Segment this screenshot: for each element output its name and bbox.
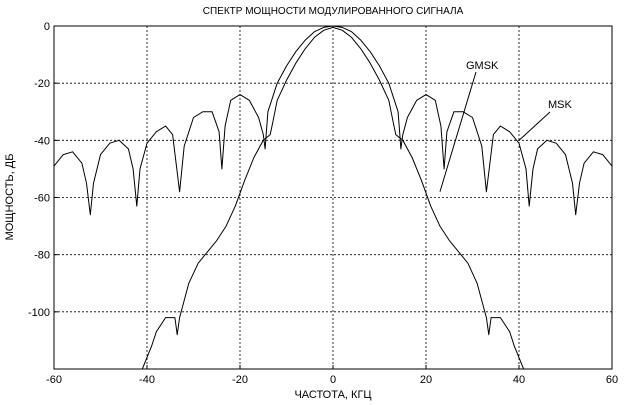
y-tick-label: -100	[28, 307, 50, 319]
y-tick-label: -60	[34, 193, 50, 205]
y-tick-label: -80	[34, 250, 50, 262]
series-line-gmsk	[141, 26, 525, 370]
annotation-leader-gmsk	[439, 71, 477, 192]
annotation-label-gmsk: GMSK	[466, 60, 499, 72]
x-tick-label: 40	[513, 374, 525, 386]
y-tick-label: -20	[34, 78, 50, 90]
y-tick-label: -40	[34, 135, 50, 147]
series-group	[53, 25, 613, 370]
x-tick-label: -60	[46, 374, 62, 386]
y-axis-label: МОЩНОСТЬ, ДБ	[4, 154, 16, 241]
x-tick-label: 60	[606, 374, 618, 386]
x-tick-label: 20	[420, 374, 432, 386]
x-tick-label: 0	[330, 374, 336, 386]
annotations: GMSK MSK	[439, 60, 573, 192]
x-axis-label: ЧАСТОТА, КГЦ	[294, 389, 371, 401]
annotation-leader-msk	[518, 111, 551, 141]
series-line-msk	[53, 25, 613, 216]
annotation-label-msk: MSK	[548, 99, 573, 111]
chart-title: СПЕКТР МОЩНОСТИ МОДУЛИРОВАННОГО СИГНАЛА	[203, 6, 464, 17]
y-tick-label: 0	[44, 21, 50, 33]
x-tick-label: -20	[232, 374, 248, 386]
x-tick-label: -40	[139, 374, 155, 386]
axis-ticks: -60 -40 -20 0 20 40 60 0 -20 -40 -60 -80 -100	[28, 21, 618, 386]
